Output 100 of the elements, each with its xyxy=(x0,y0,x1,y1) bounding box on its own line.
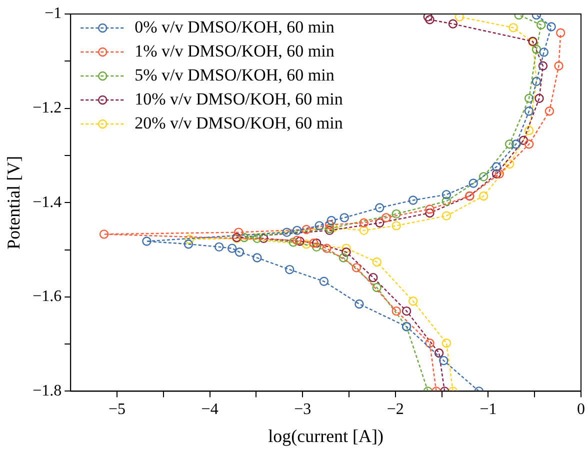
point xyxy=(556,28,566,38)
x-tick-label: −4 xyxy=(201,401,218,418)
point xyxy=(382,213,391,222)
legend-label: 10% v/v DMSO/KOH, 60 min xyxy=(134,89,344,108)
point xyxy=(524,106,534,116)
point xyxy=(252,234,262,244)
x-axis-title: log(current [A]) xyxy=(268,426,384,446)
y-tick-label: −1 xyxy=(44,5,62,22)
point xyxy=(425,15,434,24)
point xyxy=(494,169,504,178)
point xyxy=(518,136,528,145)
point xyxy=(532,44,542,54)
point xyxy=(292,226,302,236)
point xyxy=(425,204,434,214)
point xyxy=(402,306,412,316)
point xyxy=(554,61,564,70)
point xyxy=(524,126,534,136)
x-tick-label: −3 xyxy=(294,401,312,418)
point xyxy=(511,140,521,149)
x-tick-label: −1 xyxy=(480,401,497,418)
point xyxy=(468,178,478,188)
point xyxy=(359,218,368,228)
point xyxy=(425,338,434,348)
point xyxy=(342,248,351,257)
point xyxy=(492,162,502,172)
point xyxy=(408,296,418,306)
point xyxy=(372,257,382,267)
point xyxy=(359,226,368,236)
point xyxy=(234,248,244,257)
point xyxy=(546,22,556,32)
point xyxy=(227,244,237,253)
point xyxy=(288,238,298,247)
point xyxy=(352,263,362,272)
point xyxy=(442,211,452,220)
point xyxy=(314,221,324,230)
point xyxy=(302,224,311,234)
point xyxy=(282,228,292,237)
point xyxy=(292,236,302,245)
point xyxy=(434,348,444,358)
point xyxy=(524,140,534,149)
legend-label: 1% v/v DMSO/KOH, 60 min xyxy=(134,41,335,60)
point xyxy=(524,94,534,103)
point xyxy=(425,208,434,218)
point xyxy=(326,216,336,226)
point xyxy=(234,228,244,237)
point xyxy=(492,169,502,178)
point xyxy=(448,19,458,28)
point xyxy=(354,299,364,309)
point xyxy=(142,236,152,246)
x-tick-label: −2 xyxy=(386,401,404,418)
point xyxy=(454,14,464,22)
point xyxy=(285,264,294,274)
point xyxy=(536,20,546,30)
point xyxy=(259,234,268,244)
point xyxy=(423,14,432,22)
point xyxy=(295,236,304,246)
point xyxy=(538,61,548,70)
point xyxy=(539,48,548,57)
point xyxy=(544,106,554,116)
point xyxy=(342,244,351,253)
point xyxy=(184,239,194,249)
point xyxy=(214,242,224,252)
point xyxy=(442,196,452,206)
x-tick-label: 0 xyxy=(577,401,585,418)
point xyxy=(368,272,378,282)
x-tick-label: −5 xyxy=(108,401,126,418)
point xyxy=(392,306,401,316)
point xyxy=(312,238,322,248)
legend-label: 0% v/v DMSO/KOH, 60 min xyxy=(134,17,335,36)
point xyxy=(375,203,384,212)
point xyxy=(392,221,401,230)
legend-label: 5% v/v DMSO/KOH, 60 min xyxy=(134,65,335,84)
y-axis-title: Potential [V] xyxy=(4,156,24,250)
y-tick-label: −1.6 xyxy=(32,288,62,306)
point xyxy=(309,238,318,248)
point xyxy=(312,242,322,252)
point xyxy=(439,356,448,366)
y-tick-label: −1.8 xyxy=(32,382,62,400)
point xyxy=(328,222,338,232)
point xyxy=(442,338,452,348)
point xyxy=(375,218,384,228)
point xyxy=(372,282,382,292)
point xyxy=(340,213,349,222)
point xyxy=(534,94,544,103)
point xyxy=(338,253,348,262)
point xyxy=(478,191,488,201)
point xyxy=(324,220,334,230)
point xyxy=(442,190,452,200)
point xyxy=(184,234,194,244)
point xyxy=(252,253,262,262)
y-tick-label: −1.4 xyxy=(32,194,62,211)
point xyxy=(392,209,401,219)
legend-label: 20% v/v DMSO/KOH, 60 min xyxy=(134,113,344,132)
point xyxy=(478,172,488,182)
point xyxy=(99,230,109,239)
point xyxy=(319,276,329,286)
y-tick-label: −1.2 xyxy=(32,100,62,117)
point xyxy=(240,232,249,242)
point xyxy=(408,196,418,205)
point xyxy=(322,244,332,253)
